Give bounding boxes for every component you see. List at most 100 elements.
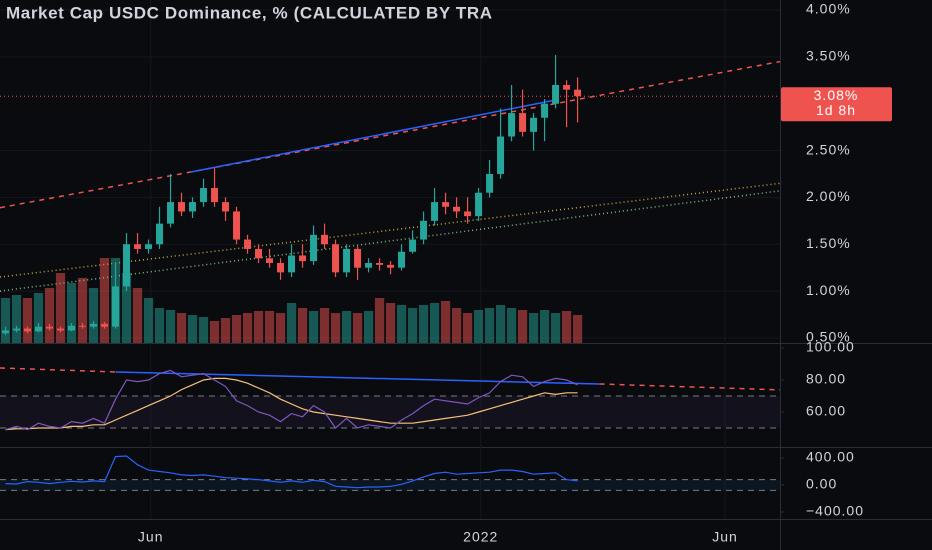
rsi-line: [5, 369, 578, 431]
y-tick-label: 3.50%: [806, 48, 851, 64]
volume-bar: [220, 318, 231, 343]
volume-bar: [319, 308, 330, 343]
candle-body: [442, 202, 450, 207]
volume-bar: [418, 305, 429, 343]
candle-body: [255, 248, 263, 259]
candle-body: [266, 258, 274, 263]
volume-bar: [275, 313, 286, 343]
candle-body: [35, 326, 43, 332]
volume-bar: [88, 288, 99, 343]
candle-body: [563, 84, 571, 90]
trendline: [0, 182, 781, 278]
candle-body: [112, 286, 120, 327]
candle-body: [552, 84, 560, 104]
volume-bar: [495, 305, 506, 343]
trendline: [115, 371, 600, 385]
candle-body: [541, 103, 549, 118]
candle-body: [167, 202, 175, 224]
volume-bar: [462, 313, 473, 343]
candle-body: [321, 234, 329, 245]
candle-body: [57, 328, 65, 331]
y-tick-label: 80.00: [806, 371, 846, 387]
candle-body: [464, 211, 472, 217]
volume-bar: [77, 278, 88, 343]
osc-line: [5, 455, 578, 489]
volume-bar: [528, 313, 539, 343]
volume-bar: [308, 311, 319, 343]
y-tick-label: −400.00: [806, 503, 864, 519]
volume-bar: [99, 258, 110, 343]
plot: 0.50% 1.00% 1.50% 2.00% 2.50% 3.50% 4.00% Jun 20…: [0, 0, 892, 545]
volume-bar: [374, 298, 385, 343]
volume-bar: [451, 308, 462, 343]
candle-body: [13, 328, 21, 331]
candle-body: [24, 328, 32, 332]
candle-body: [530, 117, 538, 132]
candle-body: [90, 323, 98, 327]
candle-body: [310, 234, 318, 262]
candle-body: [189, 202, 197, 212]
y-tick-label: 0.50%: [806, 329, 851, 345]
y-tick-label: 0.00: [806, 476, 837, 492]
volume-bar: [550, 313, 561, 343]
volume-bar: [440, 301, 451, 343]
candle-body: [233, 211, 241, 240]
candle-body: [376, 262, 384, 265]
volume-bar: [154, 308, 165, 343]
candle-body: [497, 136, 505, 174]
trendline: [0, 60, 781, 209]
candle-body: [288, 255, 296, 273]
volume-bar: [396, 305, 407, 343]
volume-bar: [286, 303, 297, 343]
y-tick-label: 1.50%: [806, 235, 851, 251]
candle-body: [211, 188, 219, 203]
volume-bar: [242, 313, 253, 343]
y-tick-label: 4.00%: [806, 1, 851, 17]
volume-bar: [231, 315, 242, 343]
volume-bar: [187, 315, 198, 343]
volume-bar: [11, 295, 22, 343]
candle-body: [46, 326, 54, 329]
volume-bar: [561, 311, 572, 343]
candle-body: [277, 262, 285, 273]
volume-bar: [385, 303, 396, 343]
volume-bar: [363, 311, 374, 343]
candle-body: [354, 248, 362, 268]
candle-body: [574, 89, 582, 97]
volume-bar: [429, 303, 440, 343]
candle-body: [156, 223, 164, 245]
volume-bar: [253, 311, 264, 343]
volume-bar: [330, 313, 341, 343]
volume-bar: [198, 317, 209, 343]
volume-bar: [0, 298, 11, 343]
candle-body: [519, 113, 527, 132]
trendline: [599, 383, 781, 391]
volume-bar: [539, 310, 550, 343]
candle-body: [244, 239, 252, 249]
volume-bar: [121, 273, 132, 343]
volume-bar: [44, 288, 55, 343]
candle-body: [343, 248, 351, 273]
y-tick-label: 100.00: [806, 339, 855, 355]
x-tick-label: Jun: [138, 529, 164, 545]
volume-bar: [297, 308, 308, 343]
volume-bar: [572, 315, 583, 343]
volume-bar: [264, 311, 275, 343]
candle-body: [2, 330, 10, 334]
candle-body: [134, 244, 142, 249]
chart-title: Market Cap USDC Dominance, % (CALCULATED…: [6, 3, 493, 22]
candle-body: [123, 244, 131, 287]
trendline: [190, 99, 556, 173]
candle-body: [200, 188, 208, 203]
candle-body: [365, 262, 373, 268]
volume-bar: [407, 308, 418, 343]
y-tick-label: 1.00%: [806, 282, 851, 298]
candle-body: [332, 244, 340, 273]
volume-bar: [55, 273, 66, 343]
volume-bar: [176, 313, 187, 343]
volume-bar: [341, 311, 352, 343]
candle-body: [398, 251, 406, 268]
